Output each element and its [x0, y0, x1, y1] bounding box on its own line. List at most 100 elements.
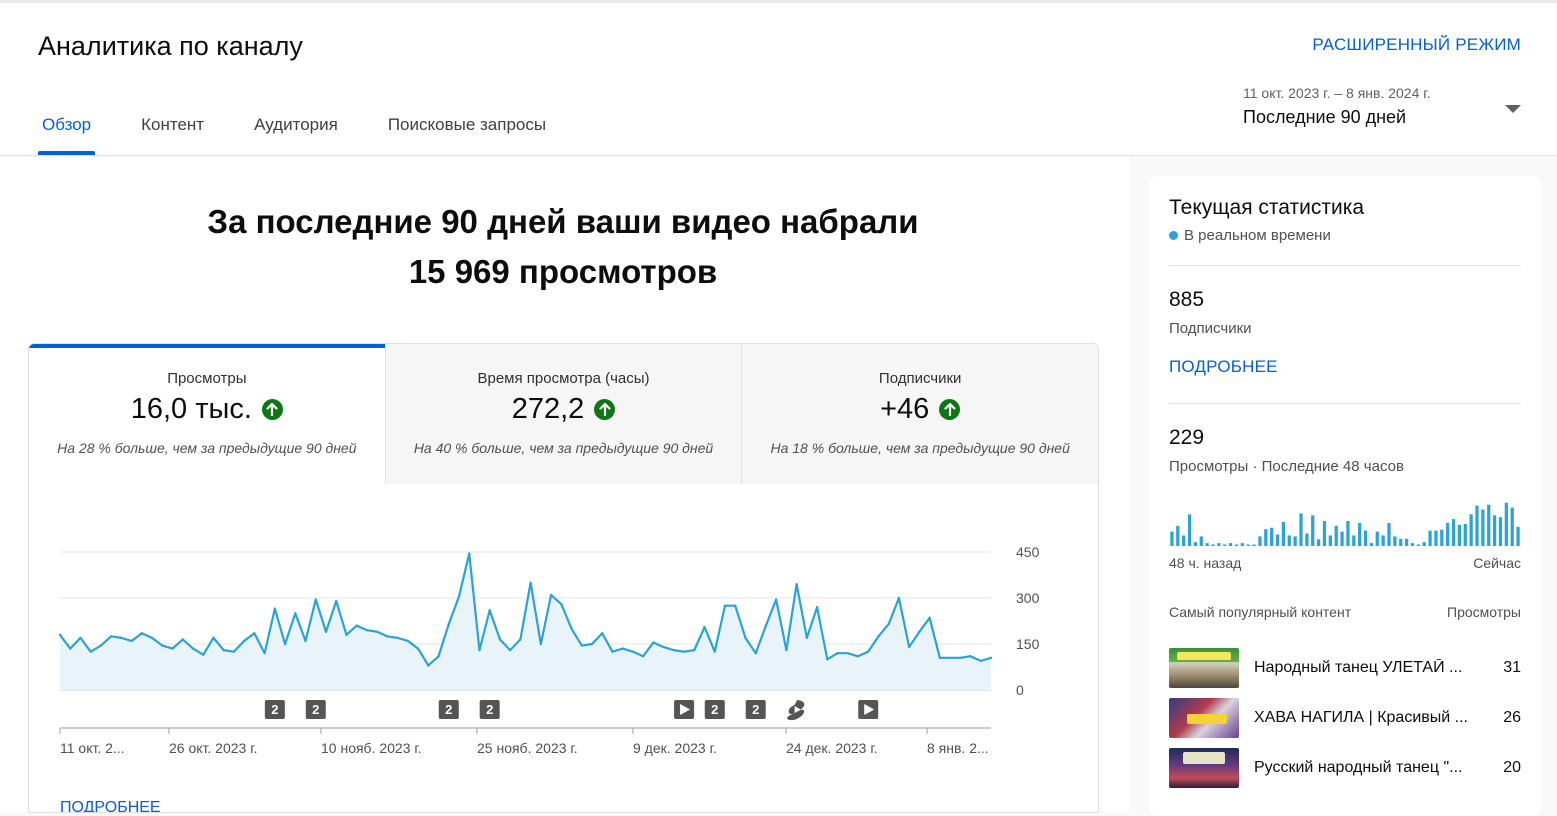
views-bar — [1363, 530, 1368, 546]
chart-area-fill — [60, 553, 991, 690]
views-bar — [1492, 515, 1497, 546]
x-tick-label: 10 нояб. 2023 г. — [321, 740, 422, 756]
data-point — [345, 633, 348, 636]
data-point — [263, 652, 266, 655]
video-thumbnail — [1169, 748, 1239, 788]
tab-search-queries[interactable]: Поисковые запросы — [387, 115, 547, 134]
top-border — [0, 0, 1557, 3]
data-point — [785, 648, 788, 652]
data-point — [570, 627, 573, 630]
upload-count-marker: 2 — [438, 700, 459, 719]
data-point — [140, 632, 144, 635]
data-point — [754, 652, 757, 655]
views-bar — [1281, 522, 1286, 546]
data-point — [774, 598, 778, 601]
metric-value: 16,0 тыс. — [130, 393, 252, 425]
tab-content[interactable]: Контент — [141, 115, 205, 134]
views-48h-label: Просмотры · Последние 48 часов — [1169, 458, 1404, 475]
data-point — [795, 583, 798, 586]
data-point — [918, 630, 921, 633]
tab-overview[interactable]: Обзор — [38, 103, 96, 156]
data-point — [856, 655, 860, 658]
realtime-indicator: В реальном времени — [1169, 227, 1331, 244]
data-point — [948, 656, 952, 659]
top-video-row[interactable]: Русский народный танец "... 20 — [1169, 748, 1521, 788]
more-details-link[interactable]: ПОДРОБНЕЕ — [60, 799, 161, 813]
views-bar — [1504, 502, 1508, 546]
video-title: ХАВА НАГИЛА | Красивый ... — [1254, 709, 1468, 726]
shorts-icon — [787, 700, 805, 721]
divider — [1169, 403, 1521, 404]
arrow-up-icon — [939, 399, 961, 420]
data-point — [253, 632, 256, 635]
top-video-row[interactable]: ХАВА НАГИЛА | Красивый ... 26 — [1169, 698, 1521, 738]
data-point — [529, 581, 532, 584]
studio-header: Аналитика по каналу РАСШИРЕННЫЙ РЕЖИМ Об… — [0, 3, 1557, 156]
views-bar — [1410, 543, 1415, 546]
views-bar — [1205, 543, 1209, 546]
views-bar — [1451, 519, 1456, 546]
headline-line-2: 15 969 просмотров — [408, 253, 718, 290]
views-bar — [1346, 521, 1350, 546]
divider — [1169, 265, 1521, 266]
metric-label: Время просмотра (часы) — [477, 370, 650, 387]
top-content-header: Самый популярный контент Просмотры — [1169, 604, 1521, 620]
views-bar — [1428, 530, 1432, 546]
video-views: 20 — [1503, 759, 1521, 776]
views-bar — [1211, 544, 1215, 546]
metric-label: Подписчики — [878, 370, 962, 387]
data-point — [713, 650, 716, 653]
axis-right-label: Сейчас — [1473, 555, 1521, 571]
x-tick-label: 25 нояб. 2023 г. — [477, 740, 578, 756]
mini-chart-axis: 48 ч. назад Сейчас — [1169, 555, 1521, 571]
views-bar — [1258, 536, 1262, 546]
metric-note: На 40 % больше, чем за предыдущие 90 дне… — [413, 440, 714, 456]
data-point — [580, 644, 583, 647]
data-point — [294, 612, 297, 615]
data-point — [130, 639, 133, 643]
axis-left-label: 48 ч. назад — [1169, 555, 1242, 571]
top-content-views-heading: Просмотры — [1447, 604, 1521, 620]
data-point — [887, 622, 890, 626]
metric-watch-time[interactable]: Время просмотра (часы) 272,2 На 40 % бол… — [384, 344, 742, 484]
data-point — [89, 650, 92, 653]
data-point — [416, 647, 420, 650]
svg-text:2: 2 — [445, 702, 452, 717]
metric-subscribers[interactable]: Подписчики +46 На 18 % больше, чем за пр… — [741, 344, 1098, 484]
views-bar — [1305, 533, 1309, 546]
data-point — [375, 630, 379, 633]
data-point — [79, 636, 82, 640]
data-point — [764, 624, 768, 627]
metric-views[interactable]: Просмотры 16,0 тыс. На 28 % больше, чем … — [29, 344, 385, 484]
views-bar — [1316, 539, 1321, 546]
date-range-picker[interactable]: 11 окт. 2023 г. – 8 янв. 2024 г. Последн… — [1243, 85, 1533, 135]
views-bar — [1358, 522, 1362, 546]
data-point — [631, 650, 635, 653]
top-video-row[interactable]: Народный танец УЛЕТАЙ ... 31 — [1169, 648, 1521, 688]
views-bar — [1463, 523, 1467, 546]
views-bar — [1393, 536, 1397, 546]
tab-audience[interactable]: Аудитория — [254, 115, 338, 134]
advanced-mode-link[interactable]: РАСШИРЕННЫЙ РЕЖИМ — [1312, 35, 1521, 54]
views-bar — [1498, 517, 1503, 546]
views-bar — [1299, 513, 1303, 546]
data-point — [386, 635, 389, 638]
data-point — [979, 659, 982, 663]
video-play-icon — [858, 700, 879, 719]
video-play-icon — [674, 700, 695, 719]
views-bar — [1252, 544, 1256, 546]
data-point — [549, 593, 553, 597]
svg-text:2: 2 — [312, 702, 319, 717]
data-point — [959, 656, 962, 659]
data-point — [877, 635, 880, 638]
video-title: Русский народный танец "... — [1254, 759, 1463, 776]
data-point — [805, 636, 809, 640]
data-point — [611, 650, 614, 653]
views-bar — [1352, 535, 1356, 546]
views-bar — [1240, 543, 1244, 546]
metric-tabs: Просмотры 16,0 тыс. На 28 % больше, чем … — [29, 344, 1098, 484]
data-point — [202, 653, 205, 656]
subscribers-more-link[interactable]: ПОДРОБНЕЕ — [1169, 357, 1278, 376]
views-48h-bar-chart — [1170, 502, 1520, 546]
upload-count-marker: 2 — [305, 700, 326, 719]
